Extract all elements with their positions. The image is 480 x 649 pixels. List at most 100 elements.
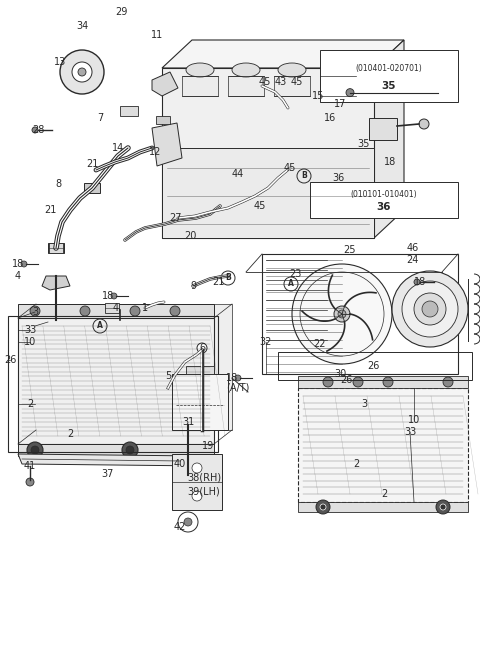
Text: (010401-020701): (010401-020701): [356, 64, 422, 73]
Bar: [320, 76, 356, 96]
Circle shape: [78, 68, 86, 76]
Text: 35: 35: [357, 139, 369, 149]
Text: 10: 10: [24, 337, 36, 347]
Circle shape: [72, 62, 92, 82]
Polygon shape: [106, 308, 134, 322]
Text: 43: 43: [275, 77, 287, 87]
Bar: [274, 76, 310, 96]
Circle shape: [30, 306, 40, 316]
Circle shape: [192, 463, 202, 473]
Circle shape: [414, 293, 446, 325]
Circle shape: [323, 377, 333, 387]
Text: A: A: [97, 321, 103, 330]
Circle shape: [170, 306, 180, 316]
Circle shape: [32, 127, 38, 133]
Polygon shape: [162, 40, 404, 68]
Circle shape: [26, 478, 34, 486]
Polygon shape: [18, 454, 205, 466]
Text: 14: 14: [112, 143, 124, 153]
Bar: [49, 243, 63, 253]
Text: 36: 36: [377, 202, 391, 212]
Circle shape: [130, 306, 140, 316]
Circle shape: [31, 446, 39, 454]
Text: 45: 45: [259, 77, 271, 87]
Bar: [298, 388, 468, 502]
Text: 18: 18: [414, 277, 426, 287]
Circle shape: [334, 306, 350, 322]
Bar: [18, 444, 214, 456]
Text: 3: 3: [32, 307, 38, 317]
Text: 41: 41: [24, 461, 36, 471]
Text: (010101-010401): (010101-010401): [351, 190, 417, 199]
Bar: [162, 148, 374, 238]
Bar: [182, 76, 218, 96]
Bar: [120, 106, 138, 116]
Text: 25: 25: [344, 245, 356, 255]
Bar: [18, 318, 214, 444]
Circle shape: [122, 442, 138, 458]
Text: 8: 8: [55, 179, 61, 189]
Bar: [369, 118, 397, 140]
Text: 18: 18: [226, 373, 238, 383]
Text: 18: 18: [102, 291, 114, 301]
Polygon shape: [374, 40, 404, 238]
Bar: [228, 76, 264, 96]
Text: 5: 5: [165, 371, 171, 381]
Text: 19: 19: [202, 441, 214, 451]
Text: 29: 29: [115, 7, 127, 17]
Bar: [298, 502, 468, 512]
Text: 32: 32: [260, 337, 272, 347]
Text: 18: 18: [12, 259, 24, 269]
Circle shape: [443, 377, 453, 387]
Text: 45: 45: [291, 77, 303, 87]
Text: 11: 11: [151, 30, 163, 40]
Text: 46: 46: [407, 243, 419, 253]
Bar: [105, 303, 119, 313]
Text: 20: 20: [184, 231, 196, 241]
Circle shape: [184, 518, 192, 526]
Circle shape: [419, 119, 429, 129]
Ellipse shape: [278, 63, 306, 77]
Circle shape: [197, 343, 207, 353]
Text: 33: 33: [404, 427, 416, 437]
Text: 33: 33: [24, 325, 36, 335]
Text: A: A: [288, 280, 294, 289]
Text: (A/T): (A/T): [226, 383, 250, 393]
Text: 4: 4: [15, 271, 21, 281]
Text: 7: 7: [97, 113, 103, 123]
Text: 36: 36: [332, 173, 344, 183]
Text: 26: 26: [367, 361, 379, 371]
Text: 2: 2: [381, 489, 387, 499]
Text: 12: 12: [149, 147, 161, 157]
Bar: [162, 68, 374, 238]
Circle shape: [383, 377, 393, 387]
Text: 27: 27: [169, 213, 181, 223]
Text: 38(RH): 38(RH): [187, 473, 221, 483]
Circle shape: [338, 310, 346, 318]
Polygon shape: [42, 276, 70, 290]
Ellipse shape: [232, 63, 260, 77]
Text: 34: 34: [76, 21, 88, 31]
Circle shape: [320, 504, 326, 510]
Text: 16: 16: [324, 113, 336, 123]
Circle shape: [80, 306, 90, 316]
Circle shape: [316, 500, 330, 514]
Text: 30: 30: [334, 369, 346, 379]
Bar: [278, 352, 472, 380]
Ellipse shape: [186, 63, 214, 77]
Bar: [18, 304, 214, 318]
Circle shape: [126, 446, 134, 454]
Text: B: B: [225, 273, 231, 282]
Bar: [320, 50, 458, 102]
Text: 6: 6: [199, 343, 205, 353]
Ellipse shape: [324, 63, 352, 77]
Circle shape: [414, 279, 420, 285]
Text: 44: 44: [232, 169, 244, 179]
Circle shape: [192, 491, 202, 501]
Circle shape: [235, 375, 241, 381]
Bar: [84, 183, 100, 193]
Text: 40: 40: [174, 459, 186, 469]
Polygon shape: [152, 72, 178, 96]
Bar: [156, 116, 170, 124]
Text: 26: 26: [340, 375, 352, 385]
